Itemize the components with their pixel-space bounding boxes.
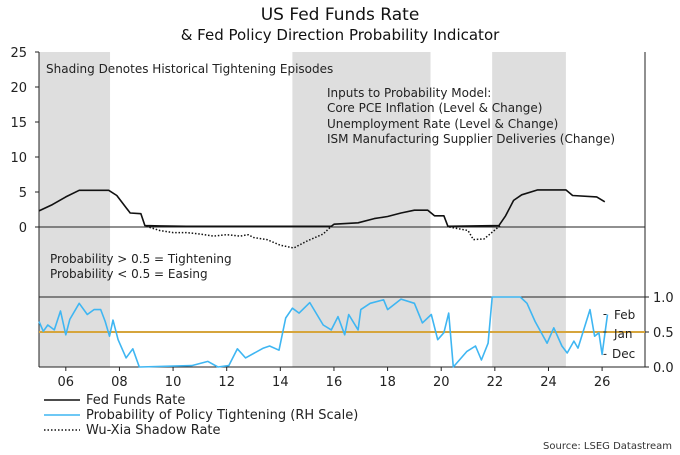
x-tick-label: 26 — [594, 375, 611, 390]
month-label-dec: Dec — [612, 347, 635, 361]
inputs-line-0: Inputs to Probability Model: — [327, 86, 491, 100]
chart-subtitle: & Fed Policy Direction Probability Indic… — [181, 26, 500, 44]
x-tick-label: 14 — [272, 375, 289, 390]
prob-rule-1: Probability < 0.5 = Easing — [50, 267, 208, 281]
left-tick-label: 15 — [10, 116, 27, 131]
right-tick-label: 0.5 — [653, 326, 674, 341]
shading-group — [39, 52, 566, 367]
left-tick-label: 0 — [19, 221, 27, 236]
inputs-line-3: ISM Manufacturing Supplier Deliveries (C… — [327, 132, 615, 146]
source-note: Source: LSEG Datastream — [543, 441, 672, 452]
left-tick-label: 10 — [10, 151, 27, 166]
shadow-rate-line — [146, 225, 501, 249]
tightening-shade — [292, 52, 431, 367]
tightening-shade — [39, 52, 111, 367]
fed-funds-rate-line — [38, 189, 606, 228]
right-tick-label: 1.0 — [653, 291, 674, 306]
right-tick-label: 0.0 — [653, 361, 674, 376]
x-tick-label: 06 — [58, 375, 75, 390]
inputs-line-2: Unemployment Rate (Level & Change) — [327, 117, 558, 131]
month-label-feb: Feb — [614, 308, 635, 322]
chart-title: US Fed Funds Rate — [261, 5, 420, 25]
probability-line — [38, 296, 609, 368]
x-tick-label: 22 — [487, 375, 504, 390]
left-tick-label: 20 — [10, 81, 27, 96]
legend-label-prob: Probability of Policy Tightening (RH Sca… — [86, 408, 358, 423]
left-tick-label: 5 — [19, 186, 27, 201]
x-tick-label: 08 — [111, 375, 128, 390]
shading-note: Shading Denotes Historical Tightening Ep… — [46, 62, 333, 76]
x-tick-label: 24 — [540, 375, 557, 390]
legend-label-fed: Fed Funds Rate — [86, 393, 185, 408]
x-tick-label: 16 — [326, 375, 343, 390]
axes: 0 5 10 15 20 25 0.0 0.5 1.0 06 08 10 12 14 16 18 20 22 24 2… — [10, 46, 673, 390]
x-tick-label: 18 — [379, 375, 396, 390]
x-tick-label: 12 — [218, 375, 235, 390]
month-label-jan: Jan — [613, 327, 633, 341]
legend: Fed Funds Rate Probability of Policy Tig… — [44, 393, 358, 438]
series-lines — [38, 189, 645, 368]
left-tick-label: 25 — [10, 46, 27, 61]
legend-label-shadow: Wu-Xia Shadow Rate — [86, 423, 221, 438]
prob-rule-0: Probability > 0.5 = Tightening — [50, 252, 232, 266]
x-tick-label: 20 — [433, 375, 450, 390]
tightening-shade — [492, 52, 566, 367]
x-tick-label: 10 — [165, 375, 182, 390]
inputs-line-1: Core PCE Inflation (Level & Change) — [327, 101, 542, 115]
